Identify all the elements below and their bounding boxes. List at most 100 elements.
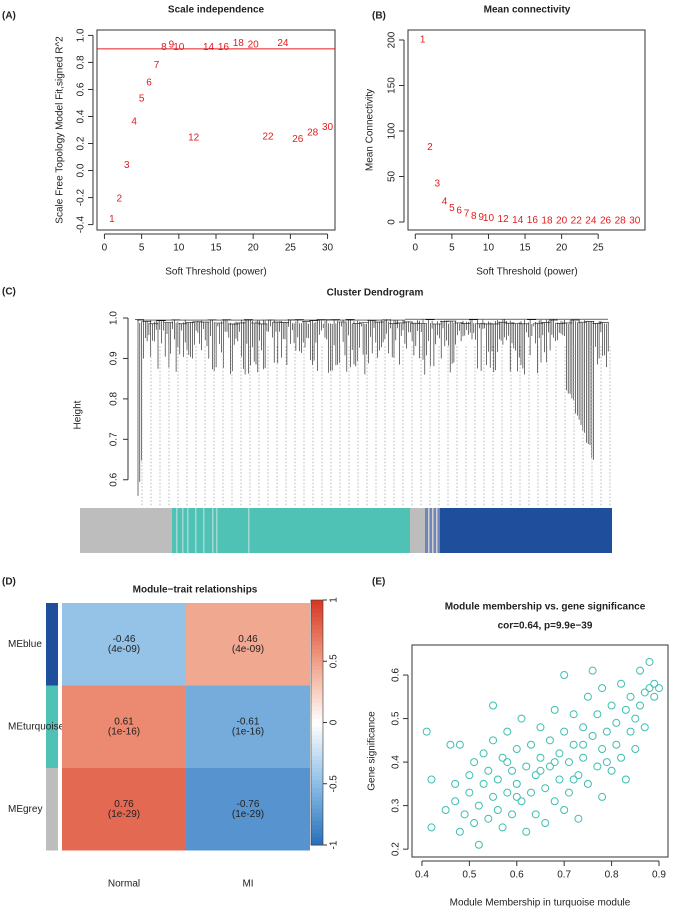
point — [522, 827, 531, 836]
point-label: 30 — [629, 216, 641, 227]
colorbar-step — [311, 710, 323, 715]
column-label: MI — [242, 879, 253, 890]
x-axis-label: Module Membership in turquoise module — [450, 898, 631, 909]
point — [564, 788, 573, 797]
panel-label: (D) — [2, 577, 16, 588]
point-label: 20 — [556, 216, 568, 227]
point — [455, 827, 464, 836]
point-label: 4 — [131, 117, 137, 128]
point — [526, 788, 535, 797]
colorbar-tick-label: 0 — [329, 719, 340, 725]
chart-title: Cluster Dendrogram — [327, 288, 424, 299]
point — [517, 714, 526, 723]
point — [574, 771, 583, 780]
point — [446, 740, 455, 749]
y-tick-label: 0.2 — [391, 842, 402, 856]
module-color-stripe — [248, 508, 250, 553]
leaf-guides — [141, 346, 611, 506]
point — [560, 805, 569, 814]
colorbar-tick-label: -1 — [329, 840, 340, 849]
colorbar-step — [311, 702, 323, 707]
x-tick-label: 5 — [139, 243, 145, 254]
point — [503, 727, 512, 736]
point — [526, 740, 535, 749]
colorbar-step — [311, 804, 323, 809]
point — [550, 797, 559, 806]
y-tick-label: 200 — [387, 31, 398, 48]
point — [617, 753, 626, 762]
point-label: 18 — [541, 216, 553, 227]
point — [536, 766, 545, 775]
point — [508, 810, 517, 819]
y-tick-label: 0.4 — [76, 109, 87, 123]
point — [588, 731, 597, 740]
colorbar-step — [311, 836, 323, 842]
heatmap-cell — [186, 768, 310, 851]
plot-box — [96, 29, 336, 231]
colorbar-step — [311, 632, 323, 638]
colorbar-step — [311, 685, 323, 691]
module-color-stripe — [187, 508, 189, 553]
cell-p-value: (1e-16) — [232, 726, 264, 737]
row-label: MEturquoise — [8, 721, 65, 732]
colorbar-step — [311, 824, 323, 830]
point — [508, 766, 517, 775]
module-color-stripe — [195, 508, 197, 553]
point — [493, 805, 502, 814]
point — [555, 775, 564, 784]
cell-p-value: (4e-09) — [108, 644, 140, 655]
point — [451, 797, 460, 806]
point — [474, 840, 483, 849]
y-tick-label: 0.5 — [391, 711, 402, 725]
chart-title: Module−trait relationships — [133, 585, 258, 596]
row-color — [46, 685, 58, 768]
point — [465, 771, 474, 780]
point — [640, 723, 649, 732]
point — [617, 679, 626, 688]
colorbar-step — [311, 669, 323, 674]
y-axis-label: Scale Free Topology Model Fit,signed R^2 — [55, 36, 66, 224]
y-axis-label: Height — [73, 400, 84, 429]
point-label: 14 — [203, 42, 215, 53]
point — [512, 792, 521, 801]
point — [545, 736, 554, 745]
y-tick-label: 0.3 — [391, 798, 402, 812]
point — [531, 810, 540, 819]
point — [503, 758, 512, 767]
colorbar-step — [311, 787, 323, 793]
colorbar-step — [311, 698, 323, 703]
x-tick-label: 20 — [556, 243, 568, 254]
colorbar-step — [311, 820, 323, 826]
colorbar-step — [311, 636, 323, 642]
colorbar-step — [311, 783, 323, 789]
colorbar-step — [311, 600, 323, 605]
x-tick-label: 25 — [593, 243, 605, 254]
row-color — [46, 768, 58, 851]
colorbar-step — [311, 763, 323, 768]
colorbar-step — [311, 755, 323, 760]
colorbar-step — [311, 791, 323, 797]
x-axis-label: Soft Threshold (power) — [476, 267, 578, 278]
panel-label: (E) — [372, 577, 385, 588]
x-tick-label: 0.7 — [557, 870, 571, 881]
colorbar-step — [311, 604, 323, 609]
colorbar-step — [311, 779, 323, 785]
heatmap-cell — [186, 685, 310, 768]
point — [498, 823, 507, 832]
point — [593, 762, 602, 771]
y-tick-label: 150 — [387, 77, 398, 94]
y-tick-label: 100 — [387, 122, 398, 139]
point — [607, 766, 616, 775]
colorbar-step — [311, 840, 323, 846]
point-label: 28 — [615, 216, 627, 227]
point — [645, 657, 654, 666]
point — [583, 692, 592, 701]
point-label: 28 — [307, 127, 319, 138]
colorbar-tick-label: 0.5 — [329, 654, 340, 668]
row-label: MEgrey — [8, 804, 42, 815]
colorbar-tick-label: 1 — [329, 597, 340, 603]
point — [465, 788, 474, 797]
point — [560, 671, 569, 680]
point — [598, 684, 607, 693]
point — [479, 749, 488, 758]
